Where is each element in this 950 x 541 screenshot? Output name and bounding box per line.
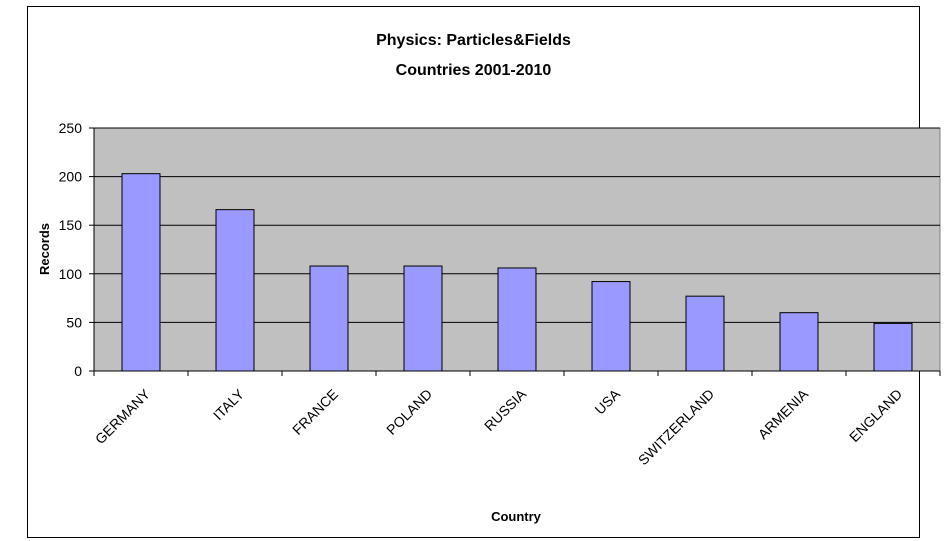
bar-germany [121,173,161,372]
x-tick-label: GERMANY [92,385,154,447]
y-tick-label: 150 [59,217,83,233]
chart-title: Physics: Particles&Fields [376,32,571,49]
bars [121,173,913,372]
y-tick-label: 200 [59,169,83,185]
y-tick-label: 100 [59,266,83,282]
x-tick-label: RUSSIA [481,385,530,434]
x-tick-label: FRANCE [289,386,341,438]
x-tick-label: USA [591,385,623,417]
y-tick-label: 0 [74,363,82,379]
x-tick-label: SWITZERLAND [635,386,717,468]
bar-usa [591,281,631,372]
bar-france [309,265,349,372]
bar-switzerland [685,295,725,372]
bar-italy [215,209,255,372]
bar-russia [497,267,537,372]
y-tick-label: 250 [59,120,83,136]
bar-poland [403,265,443,372]
y-tick-label: 50 [66,314,82,330]
x-tick-label: ARMENIA [755,385,812,442]
y-axis-title: Records [37,223,52,275]
x-tick-label: ITALY [210,385,248,423]
y-axis: 0 50 100 150 200 250 [59,120,95,379]
chart-subtitle: Countries 2001-2010 [395,62,552,79]
x-axis-title: Country [491,509,542,524]
x-axis: GERMANY ITALY FRANCE POLAND RUSSIA USA SWITZER… [92,370,941,468]
x-tick-label: POLAND [383,386,435,438]
x-tick-label: ENGLAND [846,386,905,445]
bar-armenia [779,312,819,372]
bar-england [873,322,913,372]
